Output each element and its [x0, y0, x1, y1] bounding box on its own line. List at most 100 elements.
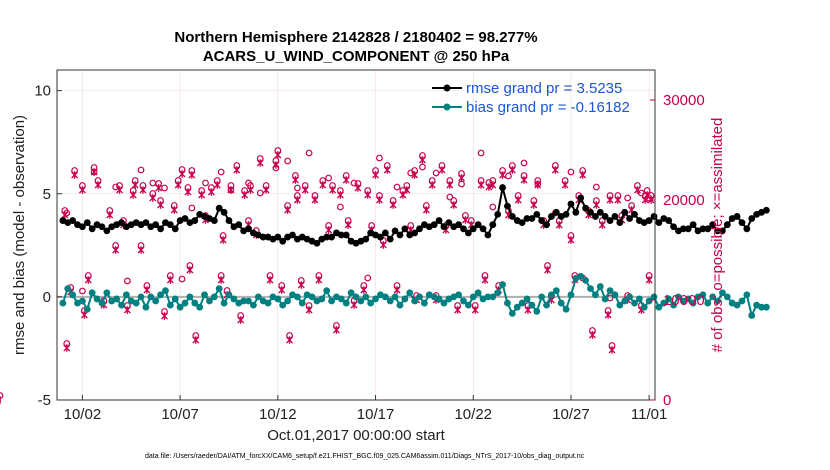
- bias-point: [83, 305, 91, 313]
- possible-marker: [227, 182, 235, 189]
- possible-marker: [123, 277, 131, 285]
- possible-marker: [407, 222, 415, 229]
- rmse-point: [523, 215, 531, 222]
- possible-marker: [407, 169, 415, 177]
- rmse-point: [709, 221, 717, 229]
- possible-marker: [272, 164, 280, 172]
- x-axis-label: Oct.01,2017 00:00:00 start: [267, 427, 445, 444]
- possible-marker: [360, 282, 368, 289]
- possible-marker: [471, 302, 479, 309]
- possible-marker: [489, 203, 497, 211]
- bias-point: [201, 291, 208, 299]
- bias-point: [665, 295, 673, 303]
- bias-point: [577, 272, 585, 280]
- possible-marker: [481, 272, 489, 279]
- bias-point: [391, 293, 399, 301]
- bias-point: [132, 299, 140, 307]
- bias-point: [528, 301, 536, 309]
- bias-point: [372, 295, 379, 303]
- rmse-point: [596, 208, 604, 216]
- chart-subtitle: ACARS_U_WIND_COMPONENT @ 250 hPa: [203, 48, 510, 65]
- possible-marker: [530, 197, 538, 204]
- rmse-point: [508, 213, 516, 220]
- rmse-point: [245, 225, 252, 233]
- possible-marker: [71, 167, 78, 174]
- rmse-point: [460, 225, 467, 233]
- rmse-point: [445, 219, 453, 227]
- possible-marker: [188, 167, 196, 174]
- bias-point: [328, 297, 335, 305]
- chart-title: Northern Hemisphere 2142828 / 2180402 = …: [174, 29, 537, 46]
- rmse-point: [215, 204, 223, 212]
- rmse-point: [362, 235, 370, 243]
- possible-marker: [149, 190, 157, 197]
- rmse-point: [79, 223, 86, 231]
- rmse-point: [142, 219, 150, 227]
- bias-point: [552, 287, 560, 295]
- possible-marker: [237, 312, 245, 319]
- rmse-point: [152, 221, 160, 229]
- possible-marker: [174, 177, 182, 184]
- possible-marker: [217, 272, 225, 279]
- possible-marker: [438, 162, 446, 169]
- bias-point: [513, 303, 521, 311]
- rmse-point: [474, 221, 482, 229]
- rmse-point: [572, 208, 580, 216]
- rmse-point: [430, 221, 438, 229]
- bias-point: [362, 293, 370, 301]
- possible-marker: [284, 157, 292, 165]
- possible-marker: [368, 222, 376, 229]
- possible-marker: [604, 307, 612, 314]
- possible-marker: [202, 179, 209, 187]
- possible-marker: [567, 232, 575, 239]
- bias-point: [733, 301, 741, 309]
- possible-marker: [643, 187, 651, 194]
- rmse-point: [723, 221, 731, 229]
- series-layer: [59, 184, 770, 319]
- possible-marker: [112, 183, 120, 191]
- bias-point: [196, 303, 204, 311]
- bias-point: [342, 299, 350, 307]
- bias-point: [113, 295, 121, 303]
- possible-marker: [297, 277, 305, 284]
- rmse-point: [562, 210, 570, 218]
- possible-marker: [561, 177, 569, 184]
- possible-marker: [219, 232, 227, 239]
- bias-point: [601, 295, 609, 303]
- bias-point: [499, 281, 506, 288]
- bias-point: [64, 285, 72, 293]
- possible-marker: [293, 184, 301, 192]
- rmse-point: [464, 229, 472, 237]
- bias-point: [396, 301, 404, 309]
- possible-marker: [637, 189, 645, 197]
- possible-marker: [422, 202, 430, 209]
- rmse-point: [118, 219, 125, 227]
- rmse-point: [548, 213, 555, 220]
- possible-marker: [645, 194, 653, 202]
- plot-area: [57, 70, 655, 400]
- possible-marker: [311, 192, 319, 199]
- rmse-point: [171, 225, 179, 233]
- rmse-point: [577, 194, 585, 202]
- possible-marker: [499, 167, 506, 174]
- possible-marker: [567, 168, 575, 176]
- possible-marker: [241, 187, 249, 194]
- possible-marker: [329, 182, 336, 189]
- possible-marker: [137, 166, 145, 174]
- rmse-point: [220, 208, 228, 216]
- rmse-point: [499, 184, 506, 191]
- bias-point: [298, 299, 306, 307]
- rmse-point: [274, 233, 282, 241]
- bias-point: [79, 297, 86, 305]
- bias-point: [533, 307, 541, 315]
- possible-marker: [178, 275, 186, 283]
- possible-marker: [213, 177, 221, 184]
- possible-marker: [178, 166, 186, 173]
- bias-point: [743, 291, 751, 299]
- bias-point: [596, 283, 604, 290]
- possible-marker: [79, 287, 86, 295]
- possible-marker: [489, 177, 497, 184]
- rmse-point: [650, 213, 658, 220]
- bias-point: [152, 297, 160, 305]
